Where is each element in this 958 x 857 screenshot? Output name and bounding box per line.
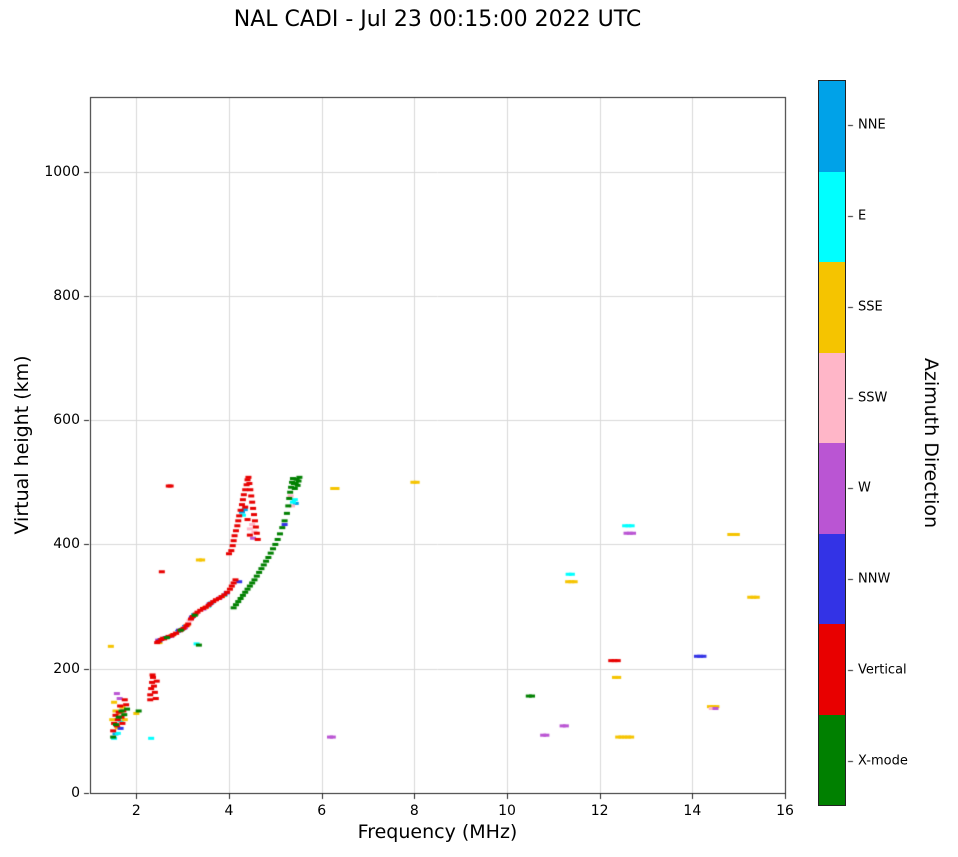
- x-tick-label-8: 8: [409, 803, 419, 819]
- colorbar-label-w: W: [858, 480, 871, 496]
- y-axis-label: Virtual height (km): [11, 355, 33, 535]
- x-tick-label-2: 2: [131, 803, 141, 819]
- colorbar-label-nne: NNE: [858, 117, 886, 133]
- colorbar-label-sse: SSE: [858, 299, 883, 315]
- y-tick-label-0: 0: [71, 785, 80, 801]
- y-tick-label-1000: 1000: [44, 163, 80, 180]
- x-tick-label-6: 6: [317, 803, 327, 819]
- x-tick-label-4: 4: [224, 803, 234, 819]
- colorbar-label-e: E: [858, 208, 867, 224]
- x-tick-label-10: 10: [498, 803, 516, 819]
- colorbar: [818, 80, 846, 806]
- y-tick-label-400: 400: [53, 536, 80, 553]
- y-tick-label-200: 200: [53, 660, 80, 677]
- x-axis-label: Frequency (MHz): [357, 821, 518, 843]
- y-tick-label-800: 800: [53, 287, 80, 304]
- y-tick-label-600: 600: [53, 412, 80, 429]
- colorbar-segment-nnw: [819, 533, 845, 624]
- colorbar-label-vertical: Vertical: [858, 662, 907, 678]
- colorbar-label: Azimuth Direction: [920, 357, 942, 529]
- colorbar-segment-ssw: [819, 352, 845, 443]
- colorbar-segment-x-mode: [819, 714, 845, 805]
- colorbar-segment-w: [819, 443, 845, 534]
- colorbar-segment-vertical: [819, 624, 845, 715]
- x-tick-label-12: 12: [590, 803, 609, 819]
- x-tick-label-14: 14: [683, 803, 702, 819]
- colorbar-segment-e: [819, 171, 845, 262]
- colorbar-label-nnw: NNW: [858, 571, 891, 587]
- colorbar-segment-sse: [819, 262, 845, 353]
- colorbar-segment-nne: [819, 81, 845, 172]
- colorbar-label-ssw: SSW: [858, 390, 888, 406]
- x-tick-label-16: 16: [776, 803, 794, 819]
- colorbar-label-x-mode: X-mode: [858, 753, 908, 769]
